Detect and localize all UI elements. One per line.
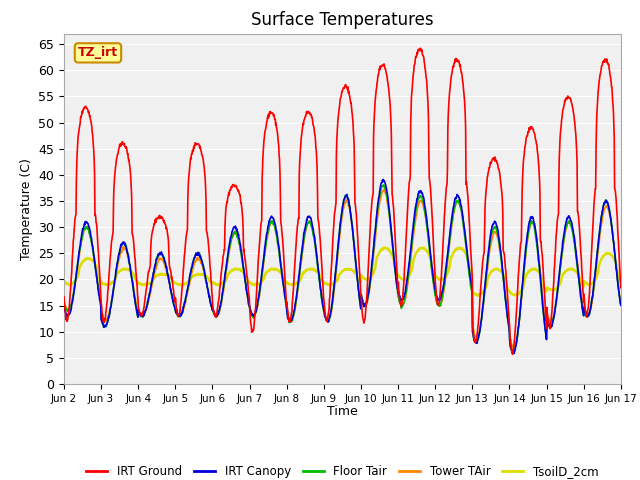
Text: TZ_irt: TZ_irt (78, 47, 118, 60)
Legend: IRT Ground, IRT Canopy, Floor Tair, Tower TAir, TsoilD_2cm: IRT Ground, IRT Canopy, Floor Tair, Towe… (81, 461, 604, 480)
Title: Surface Temperatures: Surface Temperatures (251, 11, 434, 29)
Y-axis label: Temperature (C): Temperature (C) (20, 158, 33, 260)
X-axis label: Time: Time (327, 405, 358, 418)
